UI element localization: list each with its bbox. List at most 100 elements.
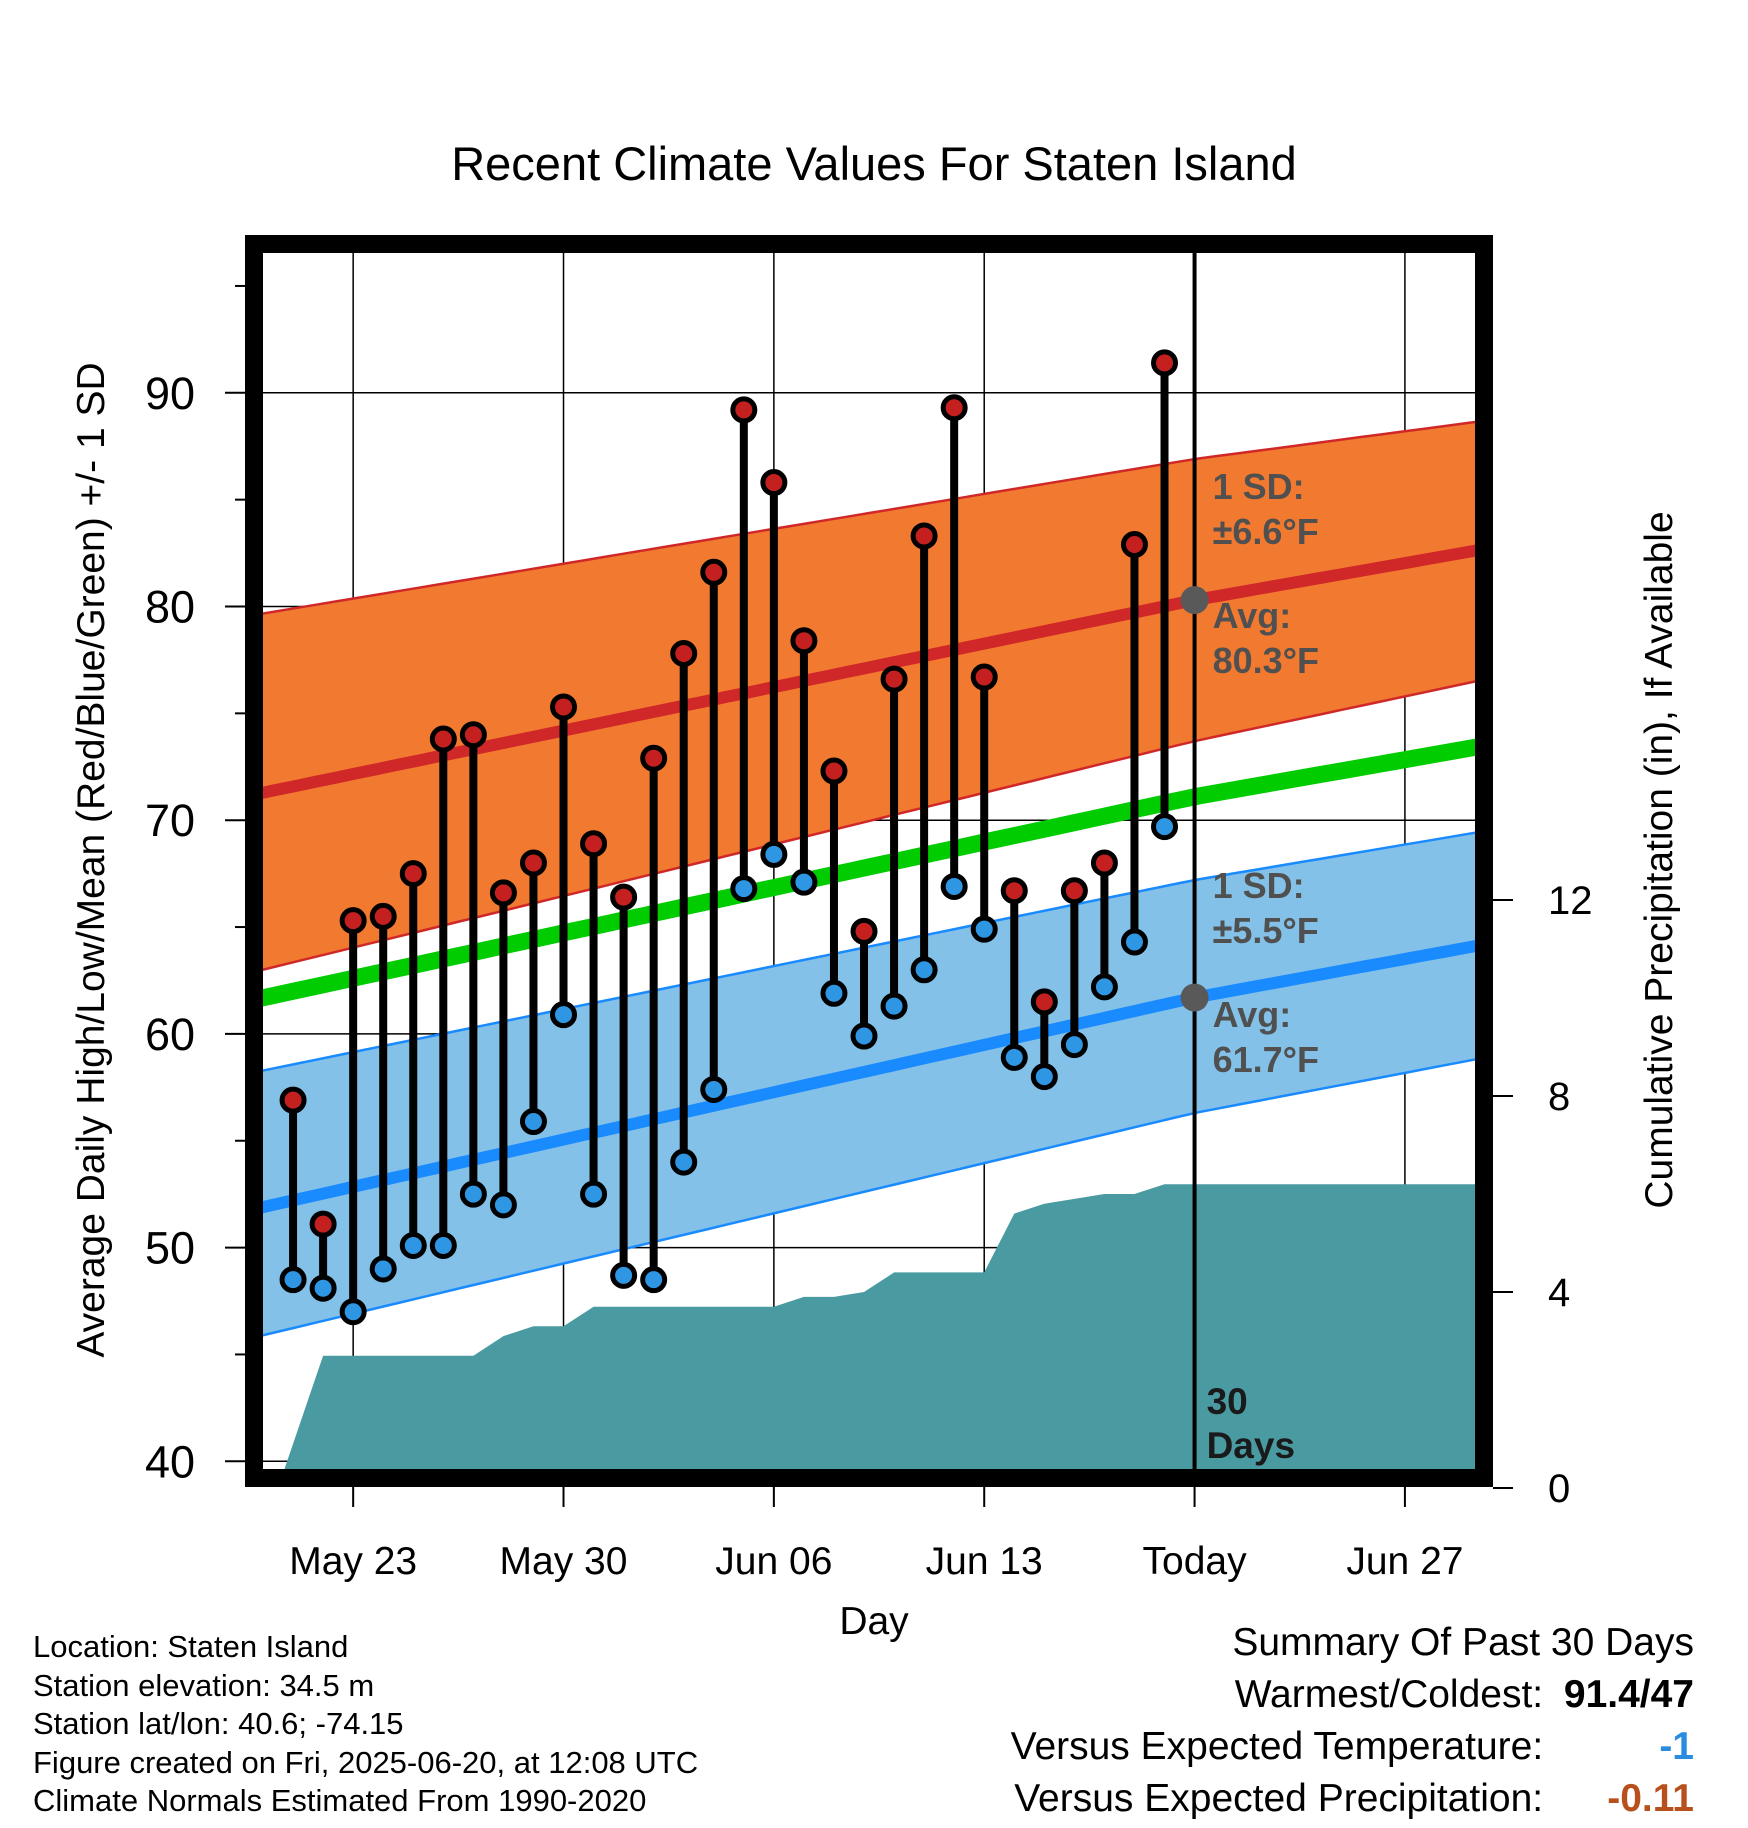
location-text: Location: Staten Island — [33, 1629, 349, 1664]
daily-high-point — [940, 394, 968, 422]
low-sd-lower-line — [254, 1056, 1484, 1339]
high-sd-lower-line — [254, 678, 1484, 974]
daily-high-point — [760, 469, 788, 497]
daily-low-point — [790, 868, 818, 896]
today-days-label: Days — [1207, 1425, 1295, 1466]
daily-high-point — [429, 725, 457, 753]
summary-panel: Summary Of Past 30 Days Warmest/Coldest:… — [1011, 1617, 1694, 1825]
daily-high-point — [1060, 877, 1088, 905]
daily-high-point — [369, 902, 397, 930]
daily-high-point — [309, 1210, 337, 1238]
high-sd-value: ±6.6°F — [1213, 511, 1319, 552]
daily-low-point — [550, 1001, 578, 1029]
daily-low-point — [880, 992, 908, 1020]
x-tick-label: Jun 13 — [926, 1540, 1043, 1583]
daily-high-point — [1151, 349, 1179, 377]
daily-high-point — [880, 665, 908, 693]
y2-axis-label: Cumulative Precipitation (in), If Availa… — [1638, 511, 1681, 1208]
daily-high-point — [610, 883, 638, 911]
daily-low-point — [1030, 1063, 1058, 1091]
daily-low-point — [820, 979, 848, 1007]
low-avg-value: 61.7°F — [1213, 1039, 1319, 1080]
low-avg-label: Avg: — [1213, 994, 1292, 1035]
y2-tick-label: 4 — [1548, 1271, 1570, 1315]
daily-low-point — [670, 1148, 698, 1176]
precip-diff-value: -0.11 — [1607, 1777, 1694, 1820]
temp-diff-label: Versus Expected Temperature: — [1010, 1725, 1544, 1768]
daily-low-point — [1151, 813, 1179, 841]
warmest-label: Warmest/Coldest: — [1234, 1673, 1544, 1716]
daily-low-point — [339, 1298, 367, 1326]
normals-text: Climate Normals Estimated From 1990-2020 — [33, 1783, 647, 1818]
y2-tick-label: 12 — [1548, 879, 1593, 923]
daily-low-point — [1060, 1031, 1088, 1059]
plot-frame — [245, 235, 1493, 1487]
x-tick-label: May 30 — [500, 1540, 628, 1583]
y2-tick-label: 0 — [1548, 1467, 1570, 1511]
daily-low-point — [1090, 973, 1118, 1001]
daily-high-point — [670, 640, 698, 668]
y-tick-label: 70 — [145, 795, 195, 846]
y-tick-label: 80 — [145, 582, 195, 633]
daily-low-point — [369, 1255, 397, 1283]
x-tick-label: Jun 06 — [715, 1540, 832, 1583]
daily-low-point — [760, 840, 788, 868]
daily-low-point — [640, 1266, 668, 1294]
daily-high-point — [489, 879, 517, 907]
daily-high-point — [1030, 988, 1058, 1016]
daily-high-point — [550, 693, 578, 721]
daily-low-point — [489, 1191, 517, 1219]
y-axis-label: Average Daily High/Low/Mean (Red/Blue/Gr… — [70, 362, 113, 1357]
daily-high-point — [700, 558, 728, 586]
y-tick-label: 40 — [145, 1436, 195, 1487]
daily-low-point — [399, 1231, 427, 1259]
daily-high-point — [1120, 531, 1148, 559]
today-days-number: 30 — [1207, 1381, 1248, 1422]
plot-content — [254, 244, 1484, 1478]
daily-low-point — [279, 1266, 307, 1294]
daily-low-point — [1120, 928, 1148, 956]
daily-high-point — [459, 721, 487, 749]
daily-low-point — [910, 956, 938, 984]
daily-high-point — [339, 907, 367, 935]
y-tick-label: 50 — [145, 1223, 195, 1274]
normal-mean-line — [254, 737, 1484, 1009]
y-tick-label: 60 — [145, 1009, 195, 1060]
daily-low-point — [700, 1075, 728, 1103]
elevation-text: Station elevation: 34.5 m — [33, 1667, 375, 1703]
daily-low-point — [1000, 1043, 1028, 1071]
x-tick-label: May 23 — [289, 1540, 417, 1583]
daily-high-point — [730, 396, 758, 424]
daily-high-point — [910, 522, 938, 550]
daily-high-point — [1090, 849, 1118, 877]
daily-high-point — [519, 849, 547, 877]
low-sd-value: ±5.5°F — [1213, 910, 1319, 951]
daily-low-point — [519, 1108, 547, 1136]
latlon-text: Station lat/lon: 40.6; -74.15 — [33, 1706, 404, 1741]
station-info: Location: Staten Island Station elevatio… — [33, 1628, 698, 1821]
x-tick-label: Today — [1143, 1540, 1248, 1583]
low-sd-label: 1 SD: — [1213, 865, 1305, 906]
high-avg-value: 80.3°F — [1213, 640, 1319, 681]
high-sd-label: 1 SD: — [1213, 466, 1305, 507]
normal-high-line — [254, 543, 1484, 801]
low-sd-upper-line — [254, 829, 1484, 1074]
daily-low-point — [610, 1261, 638, 1289]
high-sd-upper-line — [254, 419, 1484, 617]
daily-low-point — [850, 1022, 878, 1050]
daily-high-point — [279, 1086, 307, 1114]
y-tick-label: 90 — [145, 368, 195, 419]
daily-high-point — [580, 830, 608, 858]
created-text: Figure created on Fri, 2025-06-20, at 12… — [33, 1744, 699, 1780]
temp-diff-value: -1 — [1659, 1725, 1694, 1768]
daily-low-point — [730, 875, 758, 903]
daily-high-point — [970, 663, 998, 691]
daily-high-point — [850, 917, 878, 945]
daily-low-point — [940, 872, 968, 900]
normal-low-line — [254, 938, 1484, 1215]
high-avg-marker — [1180, 586, 1209, 615]
daily-low-point — [580, 1180, 608, 1208]
daily-high-point — [399, 860, 427, 888]
